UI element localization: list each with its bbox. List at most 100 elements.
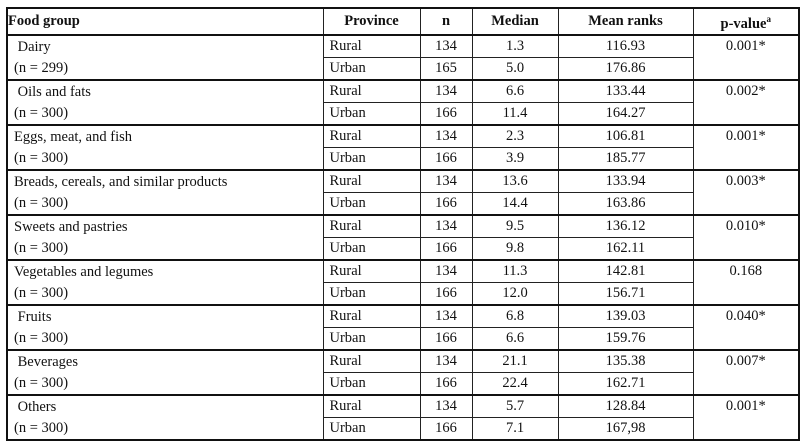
food-group-name: Beverages [14, 353, 79, 370]
province-cell: Rural [322, 394, 421, 418]
header-median: Median [471, 7, 559, 36]
province-cell: Rural [322, 304, 421, 328]
food-group-cell: Vegetables and legumes (n = 300) [6, 259, 324, 306]
food-group-name: Sweets and pastries [14, 218, 128, 235]
n-cell: 134 [419, 259, 473, 283]
header-food-group: Food group [6, 7, 324, 36]
food-group-name: Vegetables and legumes [14, 263, 154, 280]
n-cell: 166 [419, 236, 473, 261]
mean-ranks-cell: 164.27 [557, 101, 694, 126]
table-row: Others (n = 300) Rural 134 5.7 128.84 0.… [6, 394, 800, 441]
median-cell: 7.1 [471, 416, 559, 441]
mean-ranks-cell: 156.71 [557, 281, 694, 306]
table-row: Urban 166 9.8 162.11 [7, 236, 799, 261]
mean-ranks-cell: 135.38 [557, 349, 694, 373]
food-group-count: (n = 300) [14, 239, 69, 256]
median-cell: 6.8 [471, 304, 559, 328]
median-cell: 11.3 [471, 259, 559, 283]
province-cell: Rural [322, 34, 421, 58]
n-cell: 134 [419, 304, 473, 328]
food-group-count: (n = 299) [14, 59, 69, 76]
food-group-cell: Dairy (n = 299) [6, 34, 324, 81]
province-cell: Rural [322, 349, 421, 373]
province-cell: Rural [322, 79, 421, 103]
mean-ranks-cell: 139.03 [557, 304, 694, 328]
mean-ranks-cell: 142.81 [557, 259, 694, 283]
mean-ranks-cell: 185.77 [557, 146, 694, 171]
n-cell: 166 [419, 416, 473, 441]
table-row: Urban 166 11.4 164.27 [7, 101, 799, 126]
n-cell: 134 [419, 214, 473, 238]
food-group-name: Others [14, 398, 57, 415]
table-row: Urban 166 14.4 163.86 [7, 191, 799, 216]
province-cell: Rural [322, 214, 421, 238]
province-cell: Urban [322, 326, 421, 351]
table-row: Fruits (n = 300) Rural 134 6.8 139.03 0.… [6, 304, 800, 351]
n-cell: 165 [419, 56, 473, 81]
province-cell: Rural [322, 169, 421, 193]
p-value-cell: 0.002* [692, 79, 800, 126]
p-value-cell: 0.168 [692, 259, 800, 306]
mean-ranks-cell: 167,98 [557, 416, 694, 441]
header-row: Food group Province n Median Mean ranks … [6, 7, 800, 36]
mean-ranks-cell: 159.76 [557, 326, 694, 351]
province-cell: Rural [322, 259, 421, 283]
mean-ranks-cell: 176.86 [557, 56, 694, 81]
p-value-cell: 0.001* [692, 124, 800, 171]
median-cell: 5.0 [471, 56, 559, 81]
table-row: Urban 166 12.0 156.71 [7, 281, 799, 306]
median-cell: 6.6 [471, 326, 559, 351]
food-group-count: (n = 300) [14, 194, 69, 211]
median-cell: 5.7 [471, 394, 559, 418]
food-group-cell: Fruits (n = 300) [6, 304, 324, 351]
mean-ranks-cell: 136.12 [557, 214, 694, 238]
median-cell: 6.6 [471, 79, 559, 103]
province-cell: Urban [322, 371, 421, 396]
food-group-count: (n = 300) [14, 419, 69, 436]
n-cell: 134 [419, 349, 473, 373]
table-row: Beverages (n = 300) Rural 134 21.1 135.3… [6, 349, 800, 396]
food-group-count: (n = 300) [14, 149, 69, 166]
food-group-count: (n = 300) [14, 104, 69, 121]
mean-ranks-cell: 106.81 [557, 124, 694, 148]
table-row: Sweets and pastries (n = 300) Rural 134 … [6, 214, 800, 261]
p-value-label: p-value [720, 15, 767, 32]
mean-ranks-cell: 133.94 [557, 169, 694, 193]
n-cell: 166 [419, 191, 473, 216]
n-cell: 134 [419, 394, 473, 418]
header-mean-ranks: Mean ranks [557, 7, 694, 36]
food-group-count: (n = 300) [14, 284, 69, 301]
food-group-count: (n = 300) [14, 329, 69, 346]
food-group-cell: Others (n = 300) [6, 394, 324, 441]
province-cell: Urban [322, 146, 421, 171]
median-cell: 9.8 [471, 236, 559, 261]
table-row: Dairy (n = 299) Rural 134 1.3 116.93 0.0… [6, 34, 800, 81]
table-row: Vegetables and legumes (n = 300) Rural 1… [6, 259, 800, 306]
p-value-cell: 0.003* [692, 169, 800, 216]
table-row: Eggs, meat, and fish (n = 300) Rural 134… [6, 124, 800, 171]
p-value-cell: 0.010* [692, 214, 800, 261]
p-value-cell: 0.040* [692, 304, 800, 351]
province-cell: Urban [322, 101, 421, 126]
p-value-footnote-marker: a [766, 14, 771, 24]
table-row: Urban 166 3.9 185.77 [7, 146, 799, 171]
mean-ranks-cell: 116.93 [557, 34, 694, 58]
median-cell: 14.4 [471, 191, 559, 216]
food-group-count: (n = 300) [14, 374, 69, 391]
header-province: Province [322, 7, 421, 36]
food-group-cell: Breads, cereals, and similar products (n… [6, 169, 324, 216]
header-p-value: p-valuea [692, 7, 800, 36]
mean-ranks-cell: 128.84 [557, 394, 694, 418]
food-group-cell: Sweets and pastries (n = 300) [6, 214, 324, 261]
food-group-name: Eggs, meat, and fish [14, 128, 132, 145]
table-row: Oils and fats (n = 300) Rural 134 6.6 13… [6, 79, 800, 126]
food-group-cell: Beverages (n = 300) [6, 349, 324, 396]
mean-ranks-cell: 162.11 [557, 236, 694, 261]
province-cell: Urban [322, 281, 421, 306]
median-cell: 3.9 [471, 146, 559, 171]
n-cell: 134 [419, 79, 473, 103]
food-group-name: Dairy [14, 38, 51, 55]
median-cell: 2.3 [471, 124, 559, 148]
mean-ranks-cell: 163.86 [557, 191, 694, 216]
n-cell: 166 [419, 371, 473, 396]
